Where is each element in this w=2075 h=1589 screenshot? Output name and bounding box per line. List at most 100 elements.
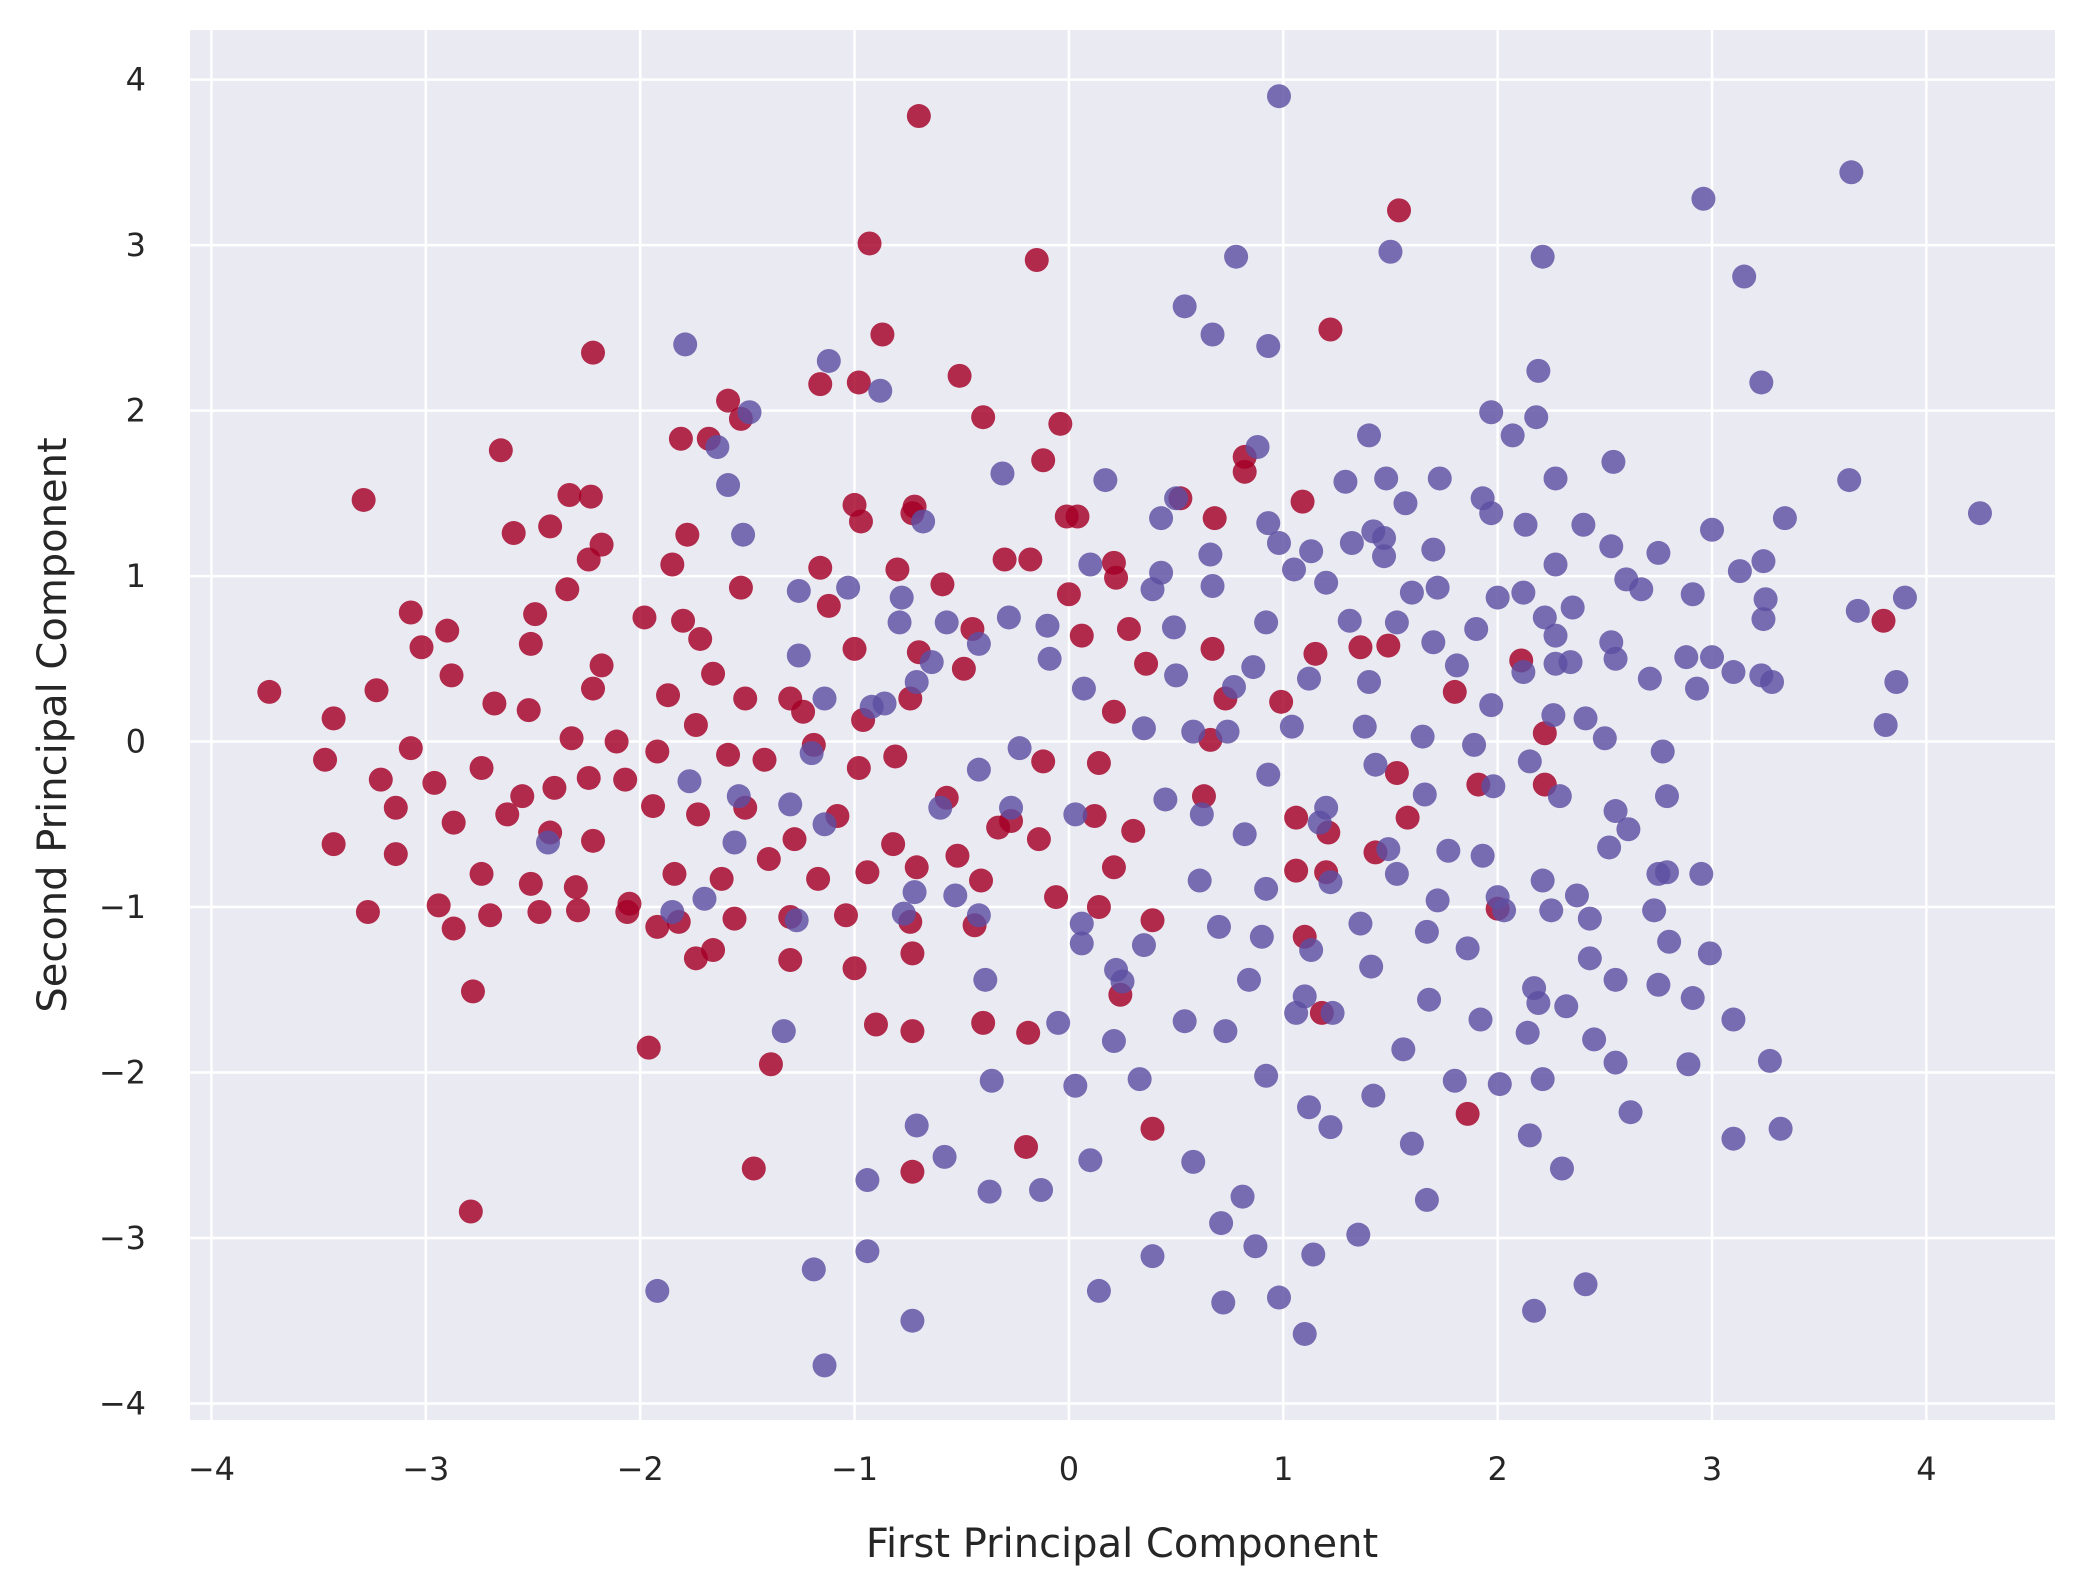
data-point-series-1-58 bbox=[889, 585, 914, 610]
data-point-series-1-51 bbox=[1421, 537, 1446, 562]
x-axis-title: First Principal Component bbox=[866, 1521, 1378, 1567]
data-point-series-0-99 bbox=[883, 744, 908, 769]
data-point-series-1-174 bbox=[1131, 933, 1156, 958]
data-point-series-1-162 bbox=[1318, 870, 1343, 895]
data-point-series-1-227 bbox=[855, 1168, 880, 1193]
data-point-series-0-165 bbox=[842, 956, 867, 981]
data-point-series-1-30 bbox=[1164, 486, 1189, 511]
data-point-series-0-5 bbox=[1318, 317, 1343, 342]
data-point-series-0-171 bbox=[460, 979, 485, 1004]
data-point-series-0-24 bbox=[578, 484, 603, 509]
data-point-series-1-138 bbox=[1153, 787, 1178, 812]
data-point-series-1-12 bbox=[1526, 358, 1551, 383]
data-point-series-1-96 bbox=[1760, 669, 1785, 694]
data-point-series-1-31 bbox=[1374, 466, 1399, 491]
data-point-series-1-15 bbox=[737, 400, 762, 425]
data-point-series-1-82 bbox=[966, 631, 991, 656]
data-point-series-0-38 bbox=[885, 557, 910, 582]
data-point-series-0-185 bbox=[1532, 721, 1557, 746]
data-point-series-0-112 bbox=[641, 794, 666, 819]
data-point-series-1-234 bbox=[1297, 1095, 1321, 1120]
data-point-series-0-57 bbox=[671, 608, 696, 633]
data-point-series-1-214 bbox=[1515, 1020, 1540, 1045]
data-point-series-1-215 bbox=[1582, 1027, 1607, 1052]
data-point-series-1-65 bbox=[1753, 587, 1778, 612]
data-point-series-0-95 bbox=[716, 742, 741, 767]
data-point-series-0-85 bbox=[364, 678, 389, 703]
data-point-series-1-21 bbox=[1245, 435, 1270, 459]
x-tick-label: 0 bbox=[1059, 1450, 1079, 1488]
data-point-series-1-186 bbox=[660, 899, 685, 924]
data-point-series-1-147 bbox=[1650, 739, 1675, 764]
data-point-series-0-158 bbox=[1140, 908, 1165, 933]
data-point-series-1-191 bbox=[1046, 1010, 1071, 1035]
data-point-series-0-76 bbox=[951, 656, 976, 681]
data-point-series-1-242 bbox=[904, 1113, 929, 1138]
data-point-series-1-39 bbox=[1513, 512, 1538, 537]
data-point-series-1-250 bbox=[1301, 1242, 1326, 1267]
data-point-series-1-44 bbox=[731, 522, 756, 547]
data-point-series-1-255 bbox=[1292, 1321, 1317, 1346]
data-point-series-1-103 bbox=[1357, 669, 1382, 694]
data-point-series-1-187 bbox=[692, 886, 717, 911]
points bbox=[257, 84, 1992, 1378]
data-point-series-1-108 bbox=[1037, 646, 1062, 671]
data-point-series-1-89 bbox=[1543, 623, 1568, 648]
y-tick-label: 4 bbox=[126, 61, 146, 99]
data-point-series-0-152 bbox=[722, 906, 747, 931]
data-point-series-1-229 bbox=[977, 1179, 1002, 1204]
data-point-series-0-71 bbox=[656, 683, 681, 708]
data-point-series-1-244 bbox=[855, 1239, 880, 1264]
data-point-series-1-193 bbox=[1110, 969, 1135, 994]
data-point-series-0-118 bbox=[945, 843, 970, 868]
data-point-series-1-62 bbox=[1399, 580, 1424, 605]
data-point-series-1-251 bbox=[1346, 1222, 1371, 1247]
data-point-series-0-73 bbox=[791, 699, 816, 724]
data-point-series-1-130 bbox=[677, 769, 702, 794]
data-point-series-0-69 bbox=[559, 726, 584, 751]
data-point-series-1-122 bbox=[1215, 719, 1240, 744]
data-point-series-0-17 bbox=[668, 426, 693, 451]
data-point-series-0-106 bbox=[368, 767, 393, 792]
data-point-series-1-212 bbox=[1391, 1037, 1416, 1062]
data-point-series-0-113 bbox=[686, 802, 711, 827]
data-point-series-1-262 bbox=[1372, 526, 1397, 551]
data-point-series-1-19 bbox=[1357, 423, 1382, 448]
data-point-series-0-91 bbox=[576, 765, 601, 790]
x-tick-label: −2 bbox=[617, 1450, 664, 1488]
data-point-series-1-148 bbox=[1654, 784, 1679, 809]
data-point-series-0-183 bbox=[1871, 608, 1896, 633]
data-point-series-0-53 bbox=[518, 631, 543, 656]
data-point-series-0-170 bbox=[683, 946, 708, 971]
data-point-series-1-68 bbox=[1845, 598, 1870, 623]
data-point-series-1-241 bbox=[1768, 1116, 1793, 1141]
data-point-series-0-42 bbox=[1104, 565, 1129, 590]
data-point-series-1-22 bbox=[1601, 449, 1626, 474]
data-point-series-1-92 bbox=[1603, 646, 1628, 671]
y-axis-title: Second Principal Component bbox=[30, 437, 76, 1012]
data-point-series-1-211 bbox=[1320, 1000, 1345, 1025]
data-point-series-0-55 bbox=[581, 676, 606, 701]
data-point-series-1-117 bbox=[1541, 703, 1566, 728]
y-tick-label: 0 bbox=[126, 723, 146, 761]
data-point-series-0-39 bbox=[992, 547, 1017, 572]
data-point-series-1-8 bbox=[1200, 322, 1225, 347]
data-point-series-1-160 bbox=[1187, 868, 1212, 893]
data-point-series-0-83 bbox=[257, 679, 282, 704]
data-point-series-1-145 bbox=[1517, 749, 1542, 774]
data-point-series-1-20 bbox=[705, 435, 730, 459]
data-point-series-1-119 bbox=[1410, 724, 1435, 749]
data-point-series-1-263 bbox=[1221, 674, 1246, 699]
data-point-series-1-135 bbox=[928, 795, 953, 820]
data-point-series-1-66 bbox=[1751, 607, 1776, 632]
x-tick-labels: −4 −3 −2 −1 0 1 2 3 4 bbox=[188, 1450, 1937, 1488]
data-point-series-1-247 bbox=[1209, 1211, 1234, 1236]
data-point-series-1-102 bbox=[1444, 653, 1469, 678]
data-point-series-0-51 bbox=[409, 635, 434, 660]
data-point-series-1-210 bbox=[1284, 1000, 1309, 1025]
data-point-series-1-220 bbox=[1361, 1083, 1386, 1108]
data-point-series-1-129 bbox=[726, 784, 751, 809]
data-point-series-1-9 bbox=[1256, 334, 1281, 359]
data-point-series-0-67 bbox=[482, 691, 507, 716]
data-point-series-1-246 bbox=[1140, 1244, 1165, 1269]
